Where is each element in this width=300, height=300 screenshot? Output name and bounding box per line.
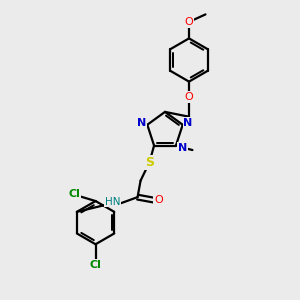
Text: HN: HN <box>105 196 120 207</box>
Text: O: O <box>184 92 194 102</box>
Text: Cl: Cl <box>90 260 101 270</box>
Text: O: O <box>154 195 163 205</box>
Text: Cl: Cl <box>68 189 80 199</box>
Text: S: S <box>145 155 154 169</box>
Text: N: N <box>184 118 193 128</box>
Text: O: O <box>184 17 194 27</box>
Text: N: N <box>178 143 187 153</box>
Text: N: N <box>137 118 146 128</box>
